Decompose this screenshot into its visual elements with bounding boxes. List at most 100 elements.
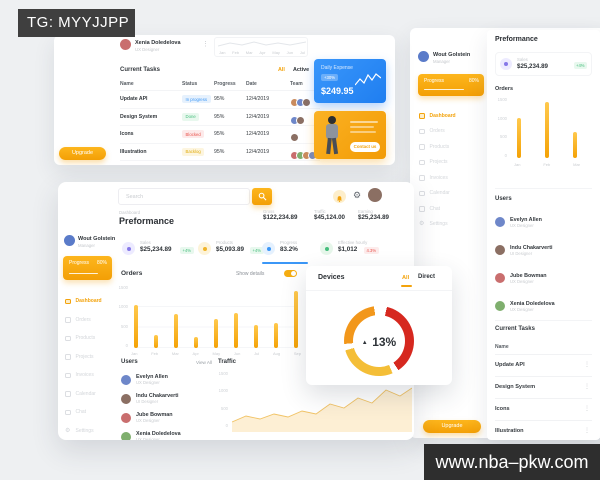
sales-stat-icon-dot: [504, 62, 508, 66]
list-item[interactable]: Jube Bowman UX Designer: [121, 408, 213, 427]
col-name: Name: [120, 81, 134, 87]
sales-badge: +4%: [180, 247, 194, 254]
row-menu-icon[interactable]: ⋮: [584, 384, 590, 390]
sidebar-item-products[interactable]: Products: [65, 329, 113, 348]
sidebar-item-calendar[interactable]: Calendar: [419, 186, 485, 202]
invoices-icon: [65, 372, 71, 378]
avatar: [121, 393, 131, 404]
row-menu-icon[interactable]: ⋮: [202, 41, 209, 48]
tab-all[interactable]: All: [402, 275, 410, 281]
task-list-item[interactable]: Icons ⋮: [495, 398, 592, 420]
sales-stat-label: Sales: [517, 57, 528, 62]
sidebar-item-orders[interactable]: Orders: [65, 311, 113, 330]
progress-button[interactable]: Progress 80%: [418, 74, 484, 96]
col-status: Status: [182, 81, 198, 87]
sidebar-item-chat[interactable]: Chat: [65, 403, 113, 422]
tab-active[interactable]: Active: [293, 67, 310, 73]
status-badge: In progress: [182, 95, 211, 103]
progress-label: Progress: [69, 260, 90, 266]
progress-label: Progress: [280, 240, 298, 245]
upgrade-button[interactable]: Upgrade: [59, 147, 106, 160]
search-input[interactable]: [118, 188, 250, 205]
task-name: Illustration: [120, 148, 147, 155]
sidebar-item-chat[interactable]: Chat: [419, 201, 485, 217]
dashboard-icon: [419, 113, 425, 119]
tasks-list: Update API ⋮ Design System ⋮ Icons ⋮ Illustrat…: [495, 354, 592, 440]
user-text: Indu Chakarverti UI Designer: [510, 245, 553, 256]
sidebar-item-projects[interactable]: Projects: [65, 348, 113, 367]
avatar: [120, 39, 131, 50]
task-list-item[interactable]: Illustration ⋮: [495, 420, 592, 440]
header-avatar[interactable]: [368, 188, 382, 202]
progress-button[interactable]: Progress 80%: [63, 256, 112, 280]
axis-label: Jun: [233, 351, 241, 356]
sidebar-item-label: Orders: [75, 316, 91, 323]
list-item[interactable]: Evelyn Allen UX Designer: [495, 208, 592, 236]
task-progress: 95%: [214, 148, 225, 155]
sidebar-item-projects[interactable]: Projects: [419, 155, 485, 171]
settings-button[interactable]: ⚙: [353, 190, 362, 200]
sidebar-item-label: Chat: [75, 409, 87, 416]
row-menu-icon[interactable]: ⋮: [584, 406, 590, 412]
traffic-stat: Traffic $45,124.00: [314, 209, 345, 221]
sidebar-item-dashboard[interactable]: Dashboard: [65, 292, 113, 311]
chart-bar: [274, 322, 278, 348]
sidebar-item-products[interactable]: Products: [419, 139, 485, 155]
avatar: [495, 301, 505, 311]
list-item[interactable]: Xenia Doledelova UX Designer: [121, 427, 213, 440]
sidebar-item-settings[interactable]: ⚙ Settings: [419, 217, 485, 233]
search-button[interactable]: [252, 188, 272, 205]
top-dashboard-screen: Upgrade Xenia Doledelova UX Designer ⋮ J…: [54, 35, 395, 165]
view-all-link[interactable]: View All: [195, 360, 212, 365]
row-menu-icon[interactable]: ⋮: [584, 362, 590, 368]
notification-button[interactable]: [333, 190, 346, 203]
user-text: Jube Bowman UX Designer: [136, 412, 173, 423]
sidebar-item-orders[interactable]: Orders: [419, 124, 485, 140]
traffic-value: $45,124.00: [314, 214, 345, 221]
sidebar-item-invoices[interactable]: Invoices: [65, 366, 113, 385]
contact-us-button[interactable]: Contact us: [350, 142, 380, 152]
sidebar-item-label: Settings: [75, 427, 94, 434]
axis-label: Feb: [232, 50, 240, 55]
upgrade-button[interactable]: Upgrade: [423, 420, 481, 433]
contact-text-line: [350, 126, 374, 128]
list-item[interactable]: Indu Chakarverti UI Designer: [121, 389, 213, 408]
list-item[interactable]: Jube Bowman UX Designer: [495, 264, 592, 292]
user-role: UX Designer: [136, 437, 160, 440]
progress-label: Progress: [424, 78, 445, 84]
col-date: Date: [246, 81, 257, 87]
orders-y-axis: 1500 1000 500 0: [114, 285, 128, 348]
sidebar-item-label: Products: [75, 335, 96, 342]
traffic-label: Traffic: [314, 209, 326, 214]
task-progress: 95%: [214, 131, 225, 137]
progress-stat-card: Progress 83.2%: [262, 238, 310, 264]
user-role: UX Designer: [510, 278, 534, 284]
chart-bar: [134, 304, 138, 348]
sidebar-item-label: Dashboard: [429, 112, 456, 119]
show-details-toggle[interactable]: [284, 270, 297, 277]
avatar: [495, 217, 505, 227]
task-name: Design System: [495, 384, 536, 390]
sidebar-item-invoices[interactable]: Invoices: [419, 170, 485, 186]
sidebar-item-settings[interactable]: ⚙ Settings: [65, 422, 113, 441]
list-item[interactable]: Xenia Doledelova UX Designer: [495, 292, 592, 320]
tab-direct[interactable]: Direct: [418, 274, 436, 280]
list-item[interactable]: Evelyn Allen UX Designer: [121, 370, 213, 389]
axis-label: May: [212, 351, 221, 356]
sidebar-item-calendar[interactable]: Calendar: [65, 385, 113, 404]
row-menu-icon[interactable]: ⋮: [584, 428, 590, 434]
task-list-item[interactable]: Update API ⋮: [495, 354, 592, 376]
tab-all[interactable]: All: [278, 67, 285, 73]
task-list-item[interactable]: Design System ⋮: [495, 376, 592, 398]
axis-label: Jan: [131, 351, 138, 356]
header-user-name: Xenia Doledelova: [135, 40, 181, 46]
list-item[interactable]: Indu Chakarverti UI Designer: [495, 236, 592, 264]
sidebar-item-dashboard[interactable]: Dashboard: [419, 108, 485, 124]
avatar: [121, 412, 131, 423]
sidebar-item-label: Orders: [429, 128, 445, 135]
